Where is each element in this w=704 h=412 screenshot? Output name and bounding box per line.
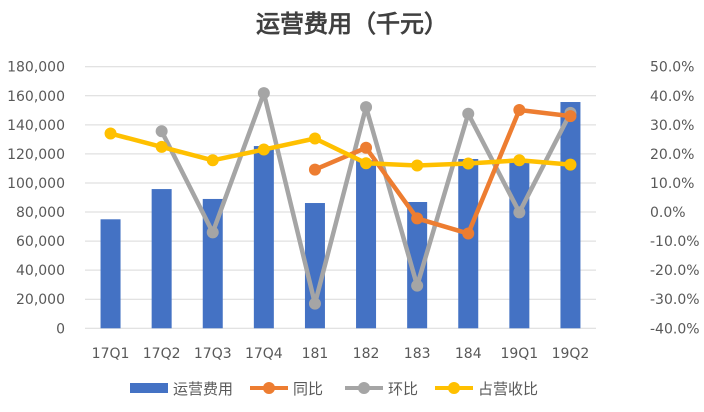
category-label: 19Q1 xyxy=(500,346,538,362)
category-label: 181 xyxy=(302,346,329,362)
data-point xyxy=(513,206,526,219)
category-label: 17Q3 xyxy=(194,346,232,362)
right-tick-label: 0.0% xyxy=(650,205,686,221)
legend-label: 运营费用 xyxy=(173,380,233,398)
bar xyxy=(253,146,274,329)
category-label: 17Q2 xyxy=(143,346,181,362)
series-line-占营收比 xyxy=(109,131,571,168)
data-point xyxy=(462,157,475,170)
data-point xyxy=(308,163,321,176)
left-tick-label: 160,000 xyxy=(7,89,65,105)
data-point xyxy=(257,143,270,156)
left-tick-label: 80,000 xyxy=(16,205,65,221)
data-point xyxy=(411,279,424,292)
data-point xyxy=(257,87,270,100)
chart-title: 运营费用（千元） xyxy=(256,10,448,38)
category-label: 17Q1 xyxy=(92,346,130,362)
left-tick-label: 40,000 xyxy=(16,263,65,279)
data-point xyxy=(155,140,168,153)
bar xyxy=(407,202,428,329)
legend-marker xyxy=(448,382,460,394)
data-point xyxy=(360,157,373,170)
data-point xyxy=(462,107,475,120)
legend-marker xyxy=(358,382,370,394)
bar xyxy=(356,160,377,329)
right-tick-label: 10.0% xyxy=(650,176,694,192)
data-point xyxy=(513,154,526,167)
bar xyxy=(100,219,121,329)
bar xyxy=(304,203,325,329)
left-tick-label: 20,000 xyxy=(16,292,65,308)
data-point xyxy=(360,101,373,114)
data-point xyxy=(206,154,219,167)
bar xyxy=(560,102,581,329)
legend-marker xyxy=(263,382,275,394)
bar xyxy=(458,158,479,329)
data-point xyxy=(360,141,373,154)
bar xyxy=(151,189,172,329)
right-tick-label: -30.0% xyxy=(650,292,700,308)
data-point xyxy=(513,104,526,117)
legend-swatch xyxy=(130,383,168,393)
data-point xyxy=(104,127,117,140)
legend-label: 环比 xyxy=(388,380,418,398)
data-point xyxy=(206,226,219,239)
category-label: 17Q4 xyxy=(245,346,283,362)
bar xyxy=(509,160,530,329)
legend-label: 占营收比 xyxy=(478,380,538,398)
right-tick-label: 40.0% xyxy=(650,89,694,105)
legend-label: 同比 xyxy=(293,380,323,398)
left-tick-label: 180,000 xyxy=(7,60,65,76)
left-tick-label: 140,000 xyxy=(7,118,65,134)
category-label: 184 xyxy=(455,346,482,362)
data-point xyxy=(411,212,424,225)
right-tick-label: -20.0% xyxy=(650,263,700,279)
left-tick-label: 120,000 xyxy=(7,147,65,163)
data-point xyxy=(564,110,577,123)
data-point xyxy=(462,227,475,240)
right-tick-label: 50.0% xyxy=(650,60,694,76)
category-label: 19Q2 xyxy=(552,346,590,362)
left-tick-label: 60,000 xyxy=(16,234,65,250)
data-point xyxy=(308,297,321,310)
data-point xyxy=(308,132,321,145)
right-tick-label: -40.0% xyxy=(650,321,700,337)
data-point xyxy=(411,159,424,172)
left-tick-label: 0 xyxy=(56,321,65,337)
right-tick-label: 20.0% xyxy=(650,147,694,163)
series-line-同比 xyxy=(314,107,571,236)
left-tick-label: 100,000 xyxy=(7,176,65,192)
data-point xyxy=(564,158,577,171)
right-tick-label: 30.0% xyxy=(650,118,694,134)
category-label: 183 xyxy=(404,346,431,362)
category-label: 182 xyxy=(353,346,380,362)
data-point xyxy=(155,125,168,138)
right-tick-label: -10.0% xyxy=(650,234,700,250)
